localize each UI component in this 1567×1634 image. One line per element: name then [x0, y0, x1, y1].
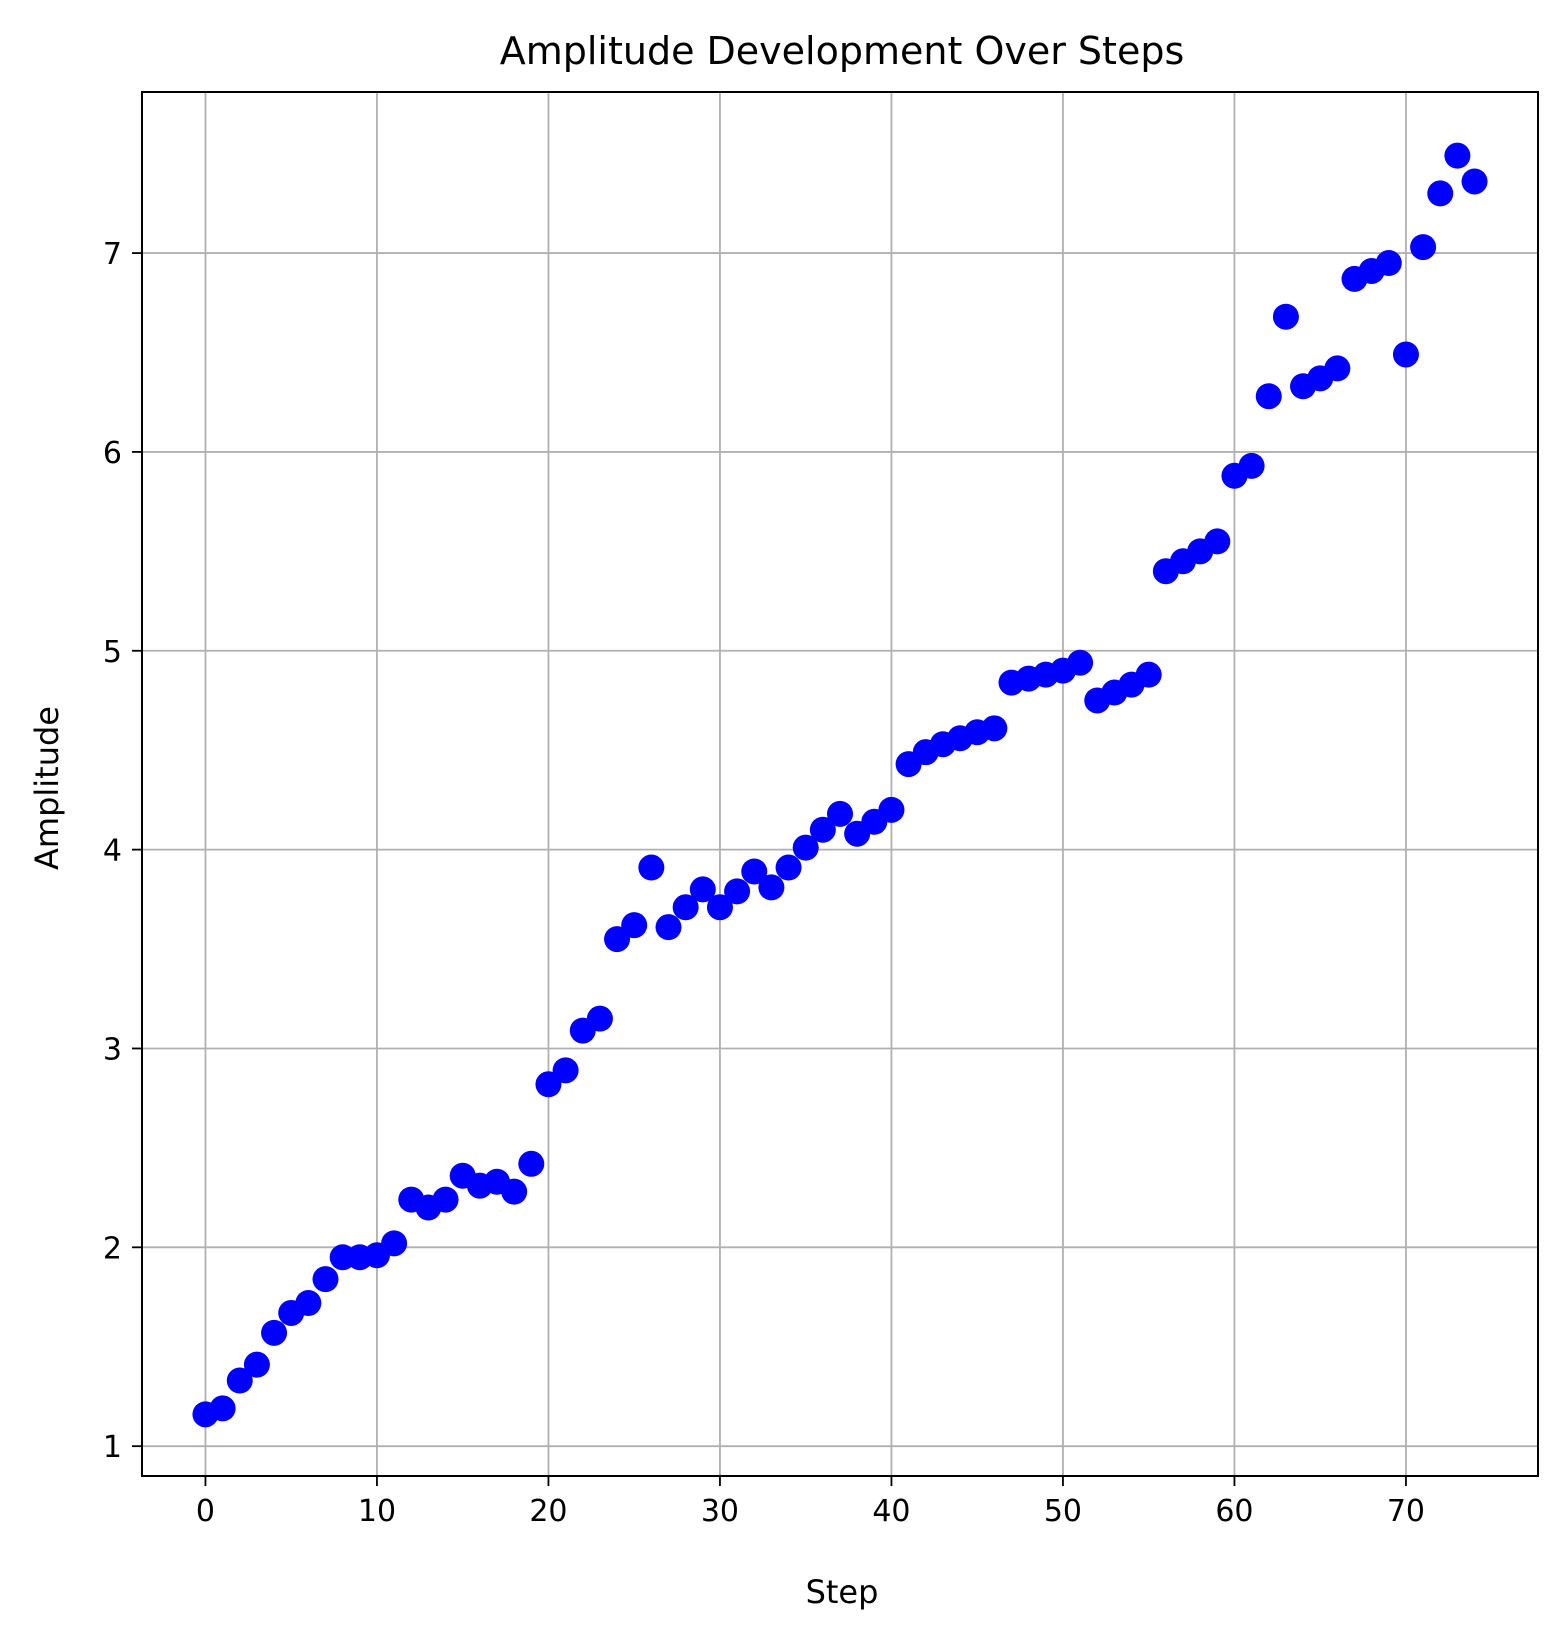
grid [142, 92, 1538, 1476]
data-point [809, 816, 836, 843]
y-tick-label: 1 [103, 1430, 122, 1465]
data-point [775, 854, 802, 881]
chart-title: Amplitude Development Over Steps [500, 29, 1185, 73]
data-point [1427, 180, 1454, 207]
data-point [261, 1319, 288, 1346]
data-point [586, 1005, 613, 1032]
data-point [1444, 142, 1471, 169]
data-point [552, 1057, 579, 1084]
x-tick-label: 50 [1044, 1494, 1082, 1529]
x-tick-label: 10 [358, 1494, 396, 1529]
data-point [792, 834, 819, 861]
y-axis-label: Amplitude [28, 706, 66, 870]
data-point [638, 854, 665, 881]
x-tick-label: 0 [196, 1494, 215, 1529]
data-point [981, 715, 1008, 742]
data-point [655, 914, 682, 941]
data-point [689, 876, 716, 903]
data-point [312, 1266, 339, 1293]
x-tick-label: 40 [872, 1494, 910, 1529]
data-point [501, 1178, 528, 1205]
data-point [295, 1290, 322, 1316]
y-tick-label: 2 [103, 1231, 122, 1266]
x-tick-label: 60 [1215, 1494, 1253, 1529]
y-tick-label: 4 [103, 834, 122, 869]
y-tick-label: 6 [103, 436, 122, 471]
data-point [1461, 168, 1488, 195]
data-point [1272, 303, 1299, 330]
x-tick-label: 20 [529, 1494, 567, 1529]
y-tick-label: 5 [103, 635, 122, 670]
axis-ticks: 0 10 20 30 40 50 60 70 1 2 3 4 5 6 7 [103, 237, 1425, 1529]
data-point [1410, 234, 1437, 261]
data-point [1255, 383, 1282, 410]
y-tick-label: 3 [103, 1032, 122, 1067]
data-point [381, 1230, 408, 1257]
x-axis-label: Step [806, 1573, 879, 1611]
data-point [226, 1367, 253, 1394]
data-point [1067, 649, 1094, 676]
data-point [1375, 250, 1402, 277]
x-tick-label: 30 [701, 1494, 739, 1529]
data-point [1392, 341, 1419, 368]
data-point [1135, 661, 1162, 688]
data-point [758, 874, 785, 901]
data-point [672, 894, 699, 921]
x-tick-label: 70 [1387, 1494, 1425, 1529]
data-point [1204, 528, 1231, 555]
plot-frame [141, 91, 1539, 1477]
data-point [1324, 355, 1351, 382]
y-tick-label: 7 [103, 237, 122, 272]
data-points [192, 142, 1488, 1428]
data-point [432, 1186, 459, 1213]
data-point [209, 1395, 236, 1422]
data-point [243, 1351, 270, 1378]
data-point [878, 796, 905, 823]
data-point [706, 894, 733, 921]
data-point [724, 878, 751, 905]
data-point [518, 1150, 545, 1177]
data-point [827, 800, 853, 827]
data-point [1238, 452, 1265, 479]
data-point [741, 858, 768, 885]
data-point [621, 912, 648, 939]
